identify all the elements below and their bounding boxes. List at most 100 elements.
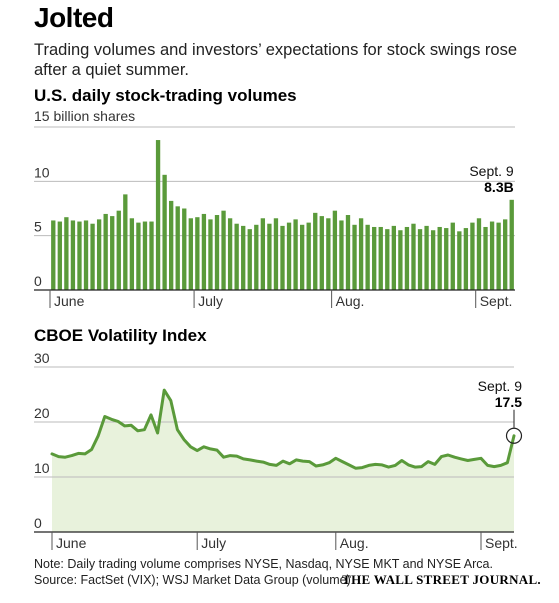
volume-bar bbox=[175, 206, 180, 290]
volume-bar bbox=[195, 217, 200, 290]
volume-bar bbox=[234, 223, 239, 290]
vix-y-tick-label: 20 bbox=[34, 405, 50, 421]
volume-bar bbox=[149, 221, 154, 290]
volume-y-tick-label: 5 bbox=[34, 219, 42, 235]
vix-line-chart: 0 10 20 30 June July Aug. Sept. Sept. 917.5 bbox=[34, 350, 522, 551]
volume-bar bbox=[424, 225, 429, 290]
volume-bar bbox=[201, 213, 207, 290]
volume-bar bbox=[129, 218, 135, 290]
volume-month-label: June bbox=[54, 293, 85, 309]
volume-bar bbox=[241, 225, 246, 290]
volume-month-label: Sept. bbox=[480, 293, 513, 309]
volume-bar bbox=[142, 221, 148, 290]
volume-bar bbox=[411, 223, 416, 290]
volume-unit-label: 15 billion shares bbox=[34, 108, 136, 124]
vix-y-tick-label: 0 bbox=[34, 515, 42, 531]
volume-bar-chart: 0 5 10 June July Aug. Sept. Sept. 98.3B bbox=[34, 126, 515, 309]
volume-bar bbox=[273, 218, 279, 290]
volume-bar bbox=[398, 230, 403, 290]
volume-bar bbox=[123, 194, 128, 290]
volume-bar bbox=[116, 210, 121, 290]
vix-callout-value: 17.5 bbox=[495, 394, 522, 410]
volume-bar bbox=[437, 226, 442, 290]
volume-callout-label: Sept. 9 bbox=[469, 163, 514, 179]
volume-chart-title: U.S. daily stock-trading volumes bbox=[34, 86, 297, 105]
volume-bar bbox=[404, 226, 410, 290]
volume-bar bbox=[483, 226, 488, 290]
volume-bar bbox=[332, 210, 338, 290]
volume-bar bbox=[286, 222, 292, 290]
volume-bar bbox=[496, 222, 501, 290]
volume-bar bbox=[319, 216, 324, 290]
volume-bar bbox=[299, 224, 305, 290]
volume-bar bbox=[306, 222, 311, 290]
volume-bar bbox=[391, 225, 396, 290]
vix-month-label: July bbox=[201, 535, 226, 551]
volume-bar bbox=[339, 220, 344, 290]
volume-bar bbox=[162, 174, 167, 290]
volume-bar bbox=[417, 229, 423, 290]
volume-bar bbox=[489, 221, 495, 290]
volume-bar bbox=[444, 228, 449, 290]
volume-bar bbox=[188, 218, 193, 290]
volume-y-tick-label: 10 bbox=[34, 164, 50, 180]
volume-bar bbox=[352, 224, 357, 290]
volume-bar bbox=[267, 223, 272, 290]
volume-bar bbox=[254, 224, 259, 290]
volume-bar bbox=[358, 218, 364, 290]
vix-month-label: Sept. bbox=[485, 535, 518, 551]
volume-bar bbox=[457, 231, 462, 290]
volume-bar bbox=[103, 213, 108, 290]
vix-area bbox=[52, 390, 514, 532]
volume-bar bbox=[110, 216, 115, 290]
volume-bar bbox=[227, 218, 233, 290]
volume-bar bbox=[64, 217, 69, 290]
vix-callout-marker bbox=[505, 427, 523, 444]
volume-bar bbox=[509, 199, 514, 290]
note: Note: Daily trading volume comprises NYS… bbox=[34, 557, 493, 571]
volume-bar bbox=[280, 225, 285, 290]
volume-bar bbox=[90, 223, 95, 290]
volume-bar bbox=[77, 221, 82, 290]
volume-bar bbox=[345, 215, 351, 290]
volume-bar bbox=[260, 218, 266, 290]
source: Source: FactSet (VIX); WSJ Market Data G… bbox=[34, 573, 351, 587]
volume-bar bbox=[136, 222, 141, 290]
volume-bar bbox=[57, 221, 62, 290]
volume-bar bbox=[476, 218, 482, 290]
volume-bar bbox=[372, 226, 377, 290]
volume-bar bbox=[83, 220, 89, 290]
vix-y-tick-label: 30 bbox=[34, 350, 50, 366]
volume-bar bbox=[293, 219, 298, 290]
vix-month-label: June bbox=[56, 535, 87, 551]
volume-bar bbox=[182, 208, 187, 290]
volume-bar bbox=[430, 230, 436, 290]
volume-month-label: Aug. bbox=[336, 293, 365, 309]
volume-bar bbox=[221, 210, 226, 290]
volume-bar bbox=[365, 224, 370, 290]
publisher-credit: THE WALL STREET JOURNAL. bbox=[342, 572, 541, 587]
volume-bar bbox=[247, 229, 252, 290]
volume-bar bbox=[96, 219, 102, 290]
volume-bar bbox=[450, 222, 455, 290]
volume-bar bbox=[470, 222, 475, 290]
volume-bar bbox=[208, 219, 213, 290]
vix-series-line bbox=[50, 388, 516, 470]
vix-y-tick-label: 10 bbox=[34, 460, 50, 476]
volume-bar bbox=[70, 220, 76, 290]
volume-bar bbox=[169, 200, 174, 290]
volume-bar bbox=[326, 218, 331, 290]
volume-bar bbox=[378, 226, 383, 290]
headline: Jolted bbox=[34, 2, 114, 33]
volume-bar bbox=[463, 228, 469, 290]
volume-bar bbox=[503, 219, 508, 290]
volume-bar bbox=[313, 212, 318, 290]
vix-month-label: Aug. bbox=[340, 535, 369, 551]
volume-y-tick-label: 0 bbox=[34, 273, 42, 289]
volume-callout-value: 8.3B bbox=[484, 179, 514, 195]
volume-bar bbox=[51, 220, 56, 290]
volume-bar bbox=[155, 140, 161, 290]
vix-chart-title: CBOE Volatility Index bbox=[34, 326, 207, 345]
volume-bar bbox=[385, 229, 390, 290]
